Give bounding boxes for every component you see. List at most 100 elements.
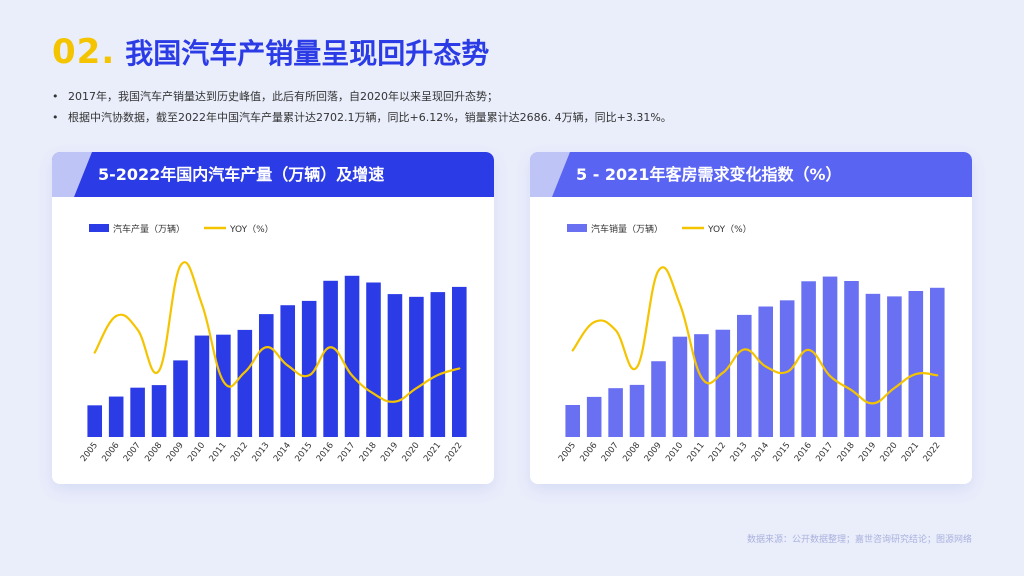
bar-2017 xyxy=(822,276,838,437)
x-tick-label: 2016 xyxy=(793,441,814,464)
x-axis-labels: 2005 2006 2007 2008 2009 2010 2011 2012 2013 2014… xyxy=(79,441,465,464)
bar-2008 xyxy=(629,384,645,437)
x-tick-label: 2020 xyxy=(879,441,900,464)
bullet-item: 根据中汽协数据，截至2022年中国汽车产量累计达2702.1万辆，同比+6.12… xyxy=(52,107,672,128)
chart-title: 5-2022年国内汽车产量（万辆）及增速 xyxy=(98,165,385,184)
bar-2005 xyxy=(565,405,581,437)
yoy-line xyxy=(571,266,939,405)
x-tick-label: 2019 xyxy=(379,441,400,464)
production-chart: 汽车产量（万辆） YOY（%）2005 2006 2007 2008 2009 2010 20… xyxy=(79,223,467,464)
card-title-band xyxy=(52,152,494,197)
bar-2013 xyxy=(258,314,274,437)
bar-2013 xyxy=(736,314,752,437)
x-tick-label: 2021 xyxy=(900,441,921,464)
bar-2011 xyxy=(694,334,709,437)
x-tick-label: 2005 xyxy=(557,441,578,464)
x-tick-label: 2017 xyxy=(336,441,357,464)
legend-label-bar: 汽车销量（万辆） xyxy=(591,223,663,235)
bar-2012 xyxy=(715,329,731,437)
x-axis-labels: 2005 2006 2007 2008 2009 2010 2011 2012 2013 2014… xyxy=(557,441,943,464)
x-tick-label: 2007 xyxy=(122,441,143,464)
bar-2017 xyxy=(344,275,360,437)
x-tick-label: 2022 xyxy=(443,441,464,464)
bar-2010 xyxy=(194,335,210,437)
x-tick-label: 2014 xyxy=(272,441,293,464)
x-tick-label: 2016 xyxy=(315,441,336,464)
x-tick-label: 2014 xyxy=(750,441,771,464)
x-tick-label: 2008 xyxy=(621,441,642,464)
bar-series xyxy=(565,276,945,437)
bar-2016 xyxy=(323,280,338,437)
x-tick-label: 2009 xyxy=(165,441,186,464)
x-tick-label: 2006 xyxy=(100,441,121,464)
bar-2016 xyxy=(801,281,816,437)
x-tick-label: 2012 xyxy=(229,441,250,464)
x-tick-label: 2010 xyxy=(664,441,685,464)
bar-2022 xyxy=(451,286,467,437)
bar-2014 xyxy=(758,306,774,437)
card-title-band xyxy=(530,152,972,197)
x-tick-label: 2013 xyxy=(728,441,749,464)
bar-2019 xyxy=(387,294,403,437)
sales-chart-card: 5 - 2021年客房需求变化指数（%） 汽车销量（万辆） YOY（%） 2005 2… xyxy=(530,152,972,484)
x-tick-label: 2015 xyxy=(293,441,314,464)
bar-2015 xyxy=(779,300,795,437)
legend-label-line: YOY（%） xyxy=(229,224,274,235)
chart-legend: 汽车产量（万辆） YOY（%） xyxy=(89,223,274,235)
bar-2022 xyxy=(929,287,945,437)
bar-2010 xyxy=(672,336,688,437)
bar-2011 xyxy=(216,334,231,437)
x-tick-label: 2019 xyxy=(857,441,878,464)
yoy-line xyxy=(93,261,461,403)
legend-label-bar: 汽车产量（万辆） xyxy=(113,223,185,235)
page-header: 02. 我国汽车产销量呈现回升态势 xyxy=(52,32,489,72)
bullet-item: 2017年，我国汽车产销量达到历史峰值，此后有所回落，自2020年以来呈现回升态… xyxy=(52,86,672,107)
x-tick-label: 2018 xyxy=(358,441,379,464)
sales-chart: 汽车销量（万辆） YOY（%）2005 2006 2007 2008 2009 2010 20… xyxy=(557,223,945,464)
x-tick-label: 2013 xyxy=(250,441,271,464)
x-tick-label: 2011 xyxy=(686,441,707,464)
bar-2019 xyxy=(865,293,881,437)
bar-2007 xyxy=(130,387,145,437)
legend-bar-swatch xyxy=(567,224,587,232)
chart-title: 5 - 2021年客房需求变化指数（%） xyxy=(576,165,842,184)
chart-legend: 汽车销量（万辆） YOY（%） xyxy=(567,223,752,235)
x-tick-label: 2005 xyxy=(79,441,100,464)
source-note: 数据来源：公开数据整理；嘉世咨询研究结论；图源网络 xyxy=(746,535,972,545)
bar-2006 xyxy=(586,396,602,437)
legend-bar-swatch xyxy=(89,224,109,232)
bar-series xyxy=(87,275,467,437)
bar-2021 xyxy=(908,291,924,437)
x-tick-label: 2012 xyxy=(707,441,728,464)
x-tick-label: 2006 xyxy=(578,441,599,464)
x-tick-label: 2008 xyxy=(143,441,164,464)
production-chart-card: 5-2022年国内汽车产量（万辆）及增速 汽车产量（万辆） YOY（%） 2005 2… xyxy=(52,152,494,484)
bullet-list: 2017年，我国汽车产销量达到历史峰值，此后有所回落，自2020年以来呈现回升态… xyxy=(52,86,672,128)
bar-2020 xyxy=(887,296,902,437)
bar-2012 xyxy=(237,329,253,437)
x-tick-label: 2020 xyxy=(401,441,422,464)
section-number: 02. xyxy=(52,32,116,72)
legend-label-line: YOY（%） xyxy=(707,224,752,235)
x-tick-label: 2015 xyxy=(771,441,792,464)
x-tick-label: 2022 xyxy=(921,441,942,464)
bar-2009 xyxy=(651,361,666,437)
x-tick-label: 2009 xyxy=(643,441,664,464)
page-title: 我国汽车产销量呈现回升态势 xyxy=(125,37,490,70)
x-tick-label: 2007 xyxy=(600,441,621,464)
bar-2006 xyxy=(108,396,124,437)
bar-2014 xyxy=(280,305,296,437)
bar-2018 xyxy=(844,281,859,437)
bar-2005 xyxy=(87,405,103,437)
bar-2009 xyxy=(173,360,188,437)
x-tick-label: 2011 xyxy=(208,441,229,464)
bar-2007 xyxy=(608,388,623,437)
x-tick-label: 2018 xyxy=(836,441,857,464)
bar-2021 xyxy=(430,292,446,437)
bar-2008 xyxy=(151,385,167,437)
bar-2020 xyxy=(409,296,424,437)
bar-2015 xyxy=(301,300,317,437)
x-tick-label: 2021 xyxy=(422,441,443,464)
x-tick-label: 2010 xyxy=(186,441,207,464)
x-tick-label: 2017 xyxy=(814,441,835,464)
